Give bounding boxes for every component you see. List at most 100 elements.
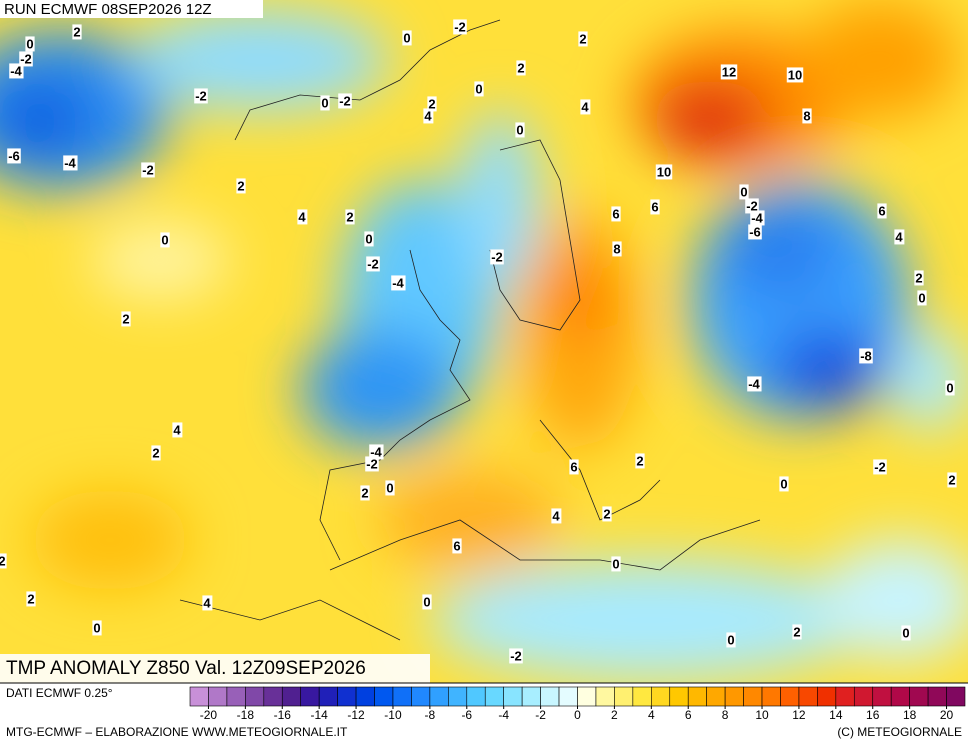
color-swatch bbox=[503, 686, 523, 707]
contour-label: 0 bbox=[918, 290, 925, 305]
contour-label: 0 bbox=[161, 232, 168, 247]
contour-label: -2 bbox=[20, 51, 32, 66]
contour-label-box bbox=[423, 108, 434, 124]
color-swatch bbox=[337, 686, 357, 707]
colorbar-tick-label: 2 bbox=[611, 708, 618, 722]
contour-label: 2 bbox=[793, 624, 800, 639]
contour-label-box bbox=[602, 506, 612, 522]
contour-label: 8 bbox=[613, 241, 620, 256]
contour-label: 6 bbox=[651, 199, 658, 214]
colorbar-tick-label: -4 bbox=[498, 708, 509, 722]
color-swatch bbox=[466, 686, 486, 707]
contour-label: 2 bbox=[579, 31, 586, 46]
contour-label: 10 bbox=[657, 164, 671, 179]
colorbar-tick-label: -20 bbox=[200, 708, 218, 722]
contour-label-box bbox=[26, 591, 36, 607]
contour-label: 0 bbox=[26, 36, 33, 51]
contour-label-box bbox=[720, 64, 738, 80]
contour-label-box bbox=[92, 620, 102, 636]
contour-label-box bbox=[650, 199, 660, 215]
contour-label: 0 bbox=[612, 556, 619, 571]
contour-label: -4 bbox=[751, 210, 763, 225]
contour-label-box bbox=[0, 553, 7, 569]
contour-label-box bbox=[578, 31, 588, 47]
contour-label: -2 bbox=[874, 459, 886, 474]
contour-label: 2 bbox=[152, 445, 159, 460]
contour-label: 4 bbox=[424, 108, 432, 123]
contour-label: 4 bbox=[203, 595, 211, 610]
contour-label: 6 bbox=[453, 538, 460, 553]
contour-label: -6 bbox=[8, 148, 20, 163]
contour-label-box bbox=[569, 459, 579, 475]
contour-label-box bbox=[611, 206, 621, 222]
contour-label-box bbox=[391, 275, 406, 291]
contour-label: -8 bbox=[860, 348, 872, 363]
contour-label-box bbox=[748, 224, 762, 240]
contour-label-box bbox=[364, 231, 374, 247]
colorbar-tick-label: 6 bbox=[685, 708, 692, 722]
contour-label: 8 bbox=[803, 108, 810, 123]
contour-label: 2 bbox=[237, 178, 244, 193]
color-swatch bbox=[651, 686, 671, 707]
colorbar-tick-label: -16 bbox=[274, 708, 292, 722]
map bbox=[0, 0, 968, 683]
colorbar-tick-label: 4 bbox=[648, 708, 655, 722]
contour-label-box bbox=[160, 232, 170, 248]
contour-label-box bbox=[655, 164, 673, 180]
contour-label: 0 bbox=[93, 620, 100, 635]
color-swatch bbox=[669, 686, 689, 707]
contour-label: -2 bbox=[195, 88, 207, 103]
contour-label-box bbox=[747, 376, 762, 392]
contour-label: -4 bbox=[392, 275, 404, 290]
contour-label-box bbox=[121, 311, 131, 327]
contour-label-box bbox=[194, 88, 208, 104]
color-swatch bbox=[429, 686, 449, 707]
contour-label: 0 bbox=[780, 476, 787, 491]
color-swatch bbox=[706, 686, 726, 707]
contour-label-box bbox=[873, 459, 887, 475]
contour-label-box bbox=[474, 81, 484, 97]
contour-label: 10 bbox=[788, 67, 802, 82]
contour-label: 12 bbox=[722, 64, 736, 79]
contour-label: -2 bbox=[367, 256, 379, 271]
color-swatch bbox=[189, 686, 209, 707]
contour-label: 2 bbox=[948, 472, 955, 487]
contour-label: -2 bbox=[746, 198, 758, 213]
color-swatch bbox=[927, 686, 947, 707]
contour-label-box bbox=[792, 624, 802, 640]
colorbar-tick-label: 14 bbox=[829, 708, 843, 722]
color-swatch bbox=[595, 686, 615, 707]
colorbar-tick-label: 12 bbox=[792, 708, 806, 722]
contour-label: 0 bbox=[321, 95, 328, 110]
contour-label-box bbox=[345, 209, 355, 225]
contour-label: -2 bbox=[339, 93, 351, 108]
contour-label: 0 bbox=[403, 30, 410, 45]
contour-label: 4 bbox=[298, 209, 306, 224]
contour-label: 0 bbox=[946, 380, 953, 395]
contour-label-box bbox=[202, 595, 213, 611]
contour-label-box bbox=[947, 472, 957, 488]
contour-label-box bbox=[786, 67, 804, 83]
contour-label-box bbox=[612, 241, 622, 257]
colorbar-tick-label: -10 bbox=[384, 708, 402, 722]
colorbar-tick-label: 16 bbox=[866, 708, 880, 722]
color-swatch bbox=[392, 686, 412, 707]
color-swatch bbox=[817, 686, 837, 707]
contour-label-box bbox=[172, 422, 183, 438]
contour-label-box bbox=[453, 19, 467, 35]
color-swatch bbox=[226, 686, 246, 707]
color-swatch bbox=[411, 686, 431, 707]
contour-label: 6 bbox=[612, 206, 619, 221]
contour-label: 0 bbox=[727, 632, 734, 647]
contour-label-box bbox=[402, 30, 412, 46]
contour-label: -2 bbox=[491, 249, 503, 264]
contour-label-box bbox=[360, 485, 370, 501]
contour-label: 2 bbox=[428, 96, 435, 111]
contour-label-box bbox=[422, 594, 432, 610]
credit: MTG-ECMWF – ELABORAZIONE WWW.METEOGIORNA… bbox=[6, 725, 348, 739]
colorbar-tick-label: 0 bbox=[574, 708, 581, 722]
coastlines bbox=[179, 19, 761, 641]
contour-label-box bbox=[726, 632, 736, 648]
